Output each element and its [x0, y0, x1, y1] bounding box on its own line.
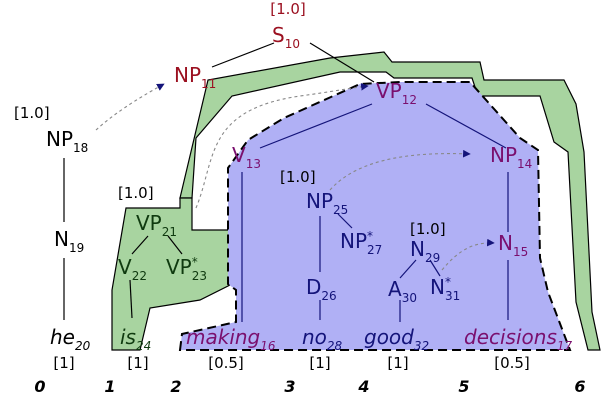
node-n31: N* 31 [430, 275, 460, 303]
node-n19: N19 [54, 227, 84, 255]
edge-n29-n31 [429, 259, 441, 277]
node-np27: NP* 27 [340, 229, 382, 257]
edge-np25-np27 [337, 213, 353, 229]
arrow-np18-to-np11 [95, 83, 165, 131]
green-band-region [179, 51, 601, 351]
weight-decisions: [0.5] [494, 354, 530, 372]
node-vp23: VP* 23 [166, 255, 207, 283]
edge-vp12-v13 [259, 103, 373, 149]
position-0: 0 [34, 377, 45, 396]
arrow-n29-to-n15 [441, 238, 495, 271]
position-6: 6 [574, 377, 585, 396]
node-vp12: VP12 [376, 79, 417, 107]
word-good: good32 [364, 325, 429, 353]
word-making: making16 [186, 325, 276, 353]
edge-s-np11 [211, 42, 275, 68]
position-5: 5 [458, 377, 469, 396]
node-v22: V22 [118, 255, 147, 283]
position-1: 1 [104, 377, 115, 396]
edge-n29-a30 [399, 259, 417, 279]
blue-vp12-region [178, 81, 572, 351]
word-he: he20 [50, 325, 91, 353]
node-n15: N15 [498, 231, 528, 259]
arrow-vp21-to-vp12 [195, 82, 369, 209]
weight-n29: [1.0] [410, 220, 446, 238]
word-no: no28 [302, 325, 343, 353]
node-np14: NP14 [490, 143, 532, 171]
weight-making: [0.5] [208, 354, 244, 372]
position-2: 2 [170, 377, 181, 396]
position-4: 4 [357, 377, 369, 396]
edge-vp21-v22 [131, 235, 149, 255]
node-v13: V13 [232, 143, 261, 171]
edge-v22-is [129, 279, 133, 319]
word-decisions: decisions17 [464, 325, 573, 353]
node-np11: NP11 [174, 63, 216, 91]
word-is: is24 [120, 325, 151, 353]
node-n29: N29 [410, 237, 440, 265]
edge-vp21-vp23 [167, 235, 183, 255]
node-np25: NP25 [306, 189, 348, 217]
node-d26: D26 [306, 275, 337, 303]
weight-he: [1] [53, 354, 74, 372]
weight-np18: [1.0] [14, 104, 50, 122]
node-s10: S10 [272, 23, 300, 51]
node-a30: A30 [388, 277, 417, 305]
weight-np25: [1.0] [280, 168, 316, 186]
edge-s-vp12 [309, 42, 375, 83]
node-np18: NP18 [46, 127, 88, 155]
weight-vp21: [1.0] [118, 184, 154, 202]
edge-vp12-np14 [425, 103, 507, 149]
weight-no: [1] [309, 354, 330, 372]
weight-s10: [1.0] [270, 0, 306, 18]
position-3: 3 [284, 377, 295, 396]
weight-good: [1] [387, 354, 408, 372]
weight-is: [1] [127, 354, 148, 372]
node-vp21: VP21 [136, 211, 177, 239]
